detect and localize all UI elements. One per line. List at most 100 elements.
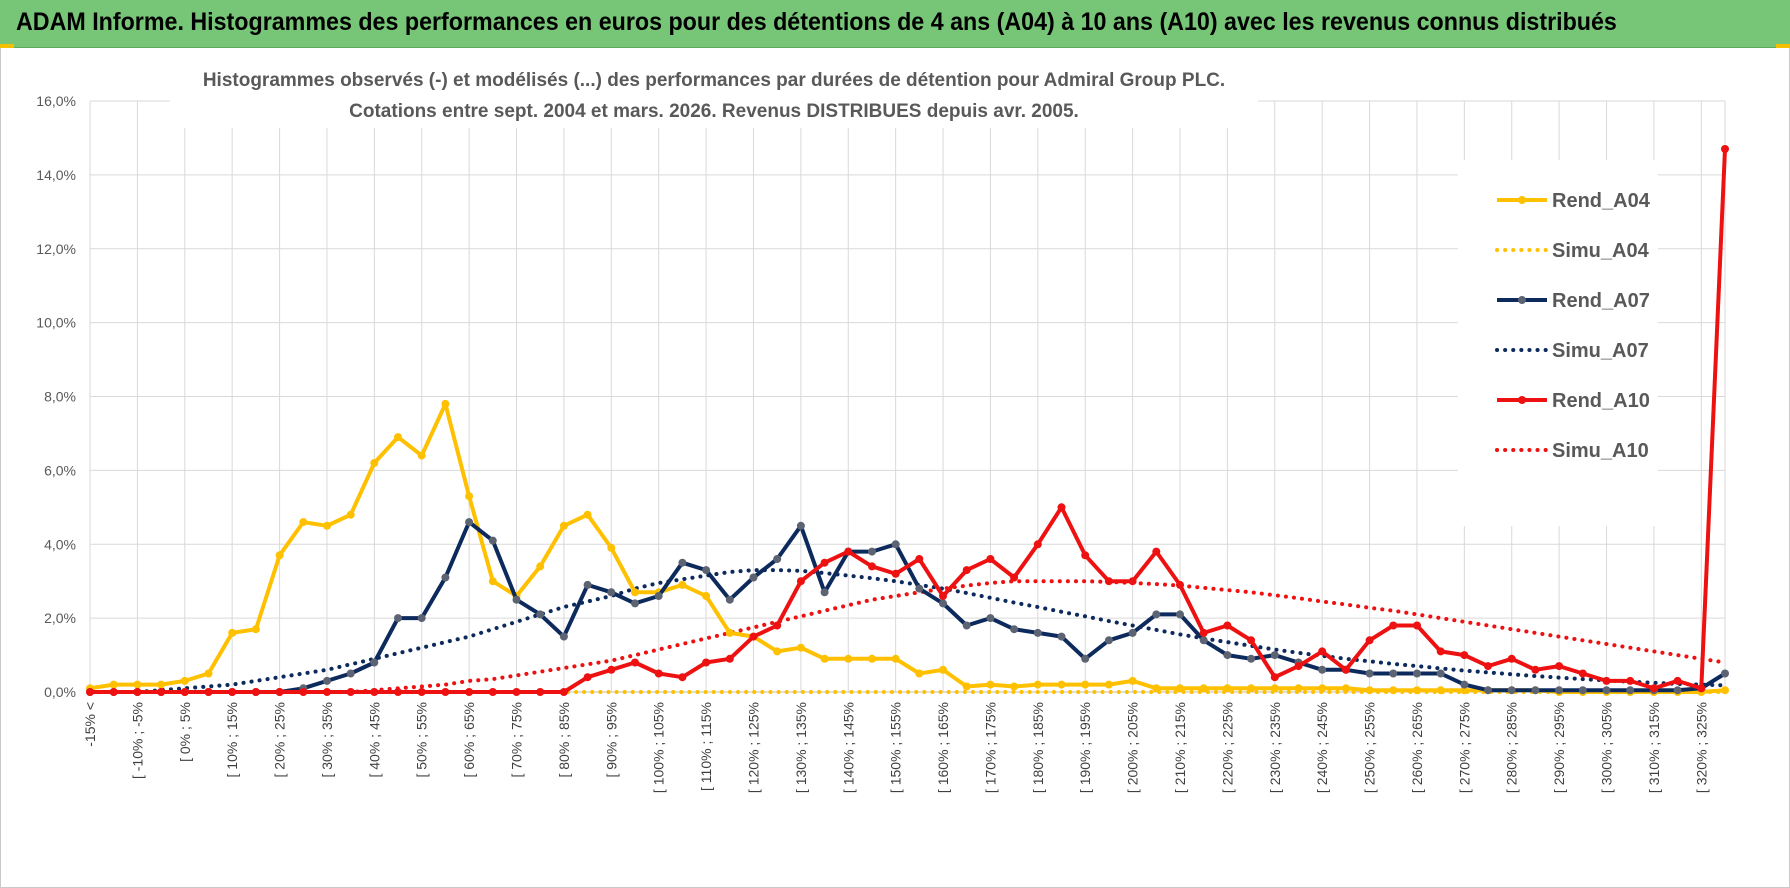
x-tick-label: [ 70% ; 75% [509, 702, 525, 778]
data-point [1626, 686, 1635, 695]
data-point [86, 688, 94, 696]
data-point [773, 555, 782, 563]
data-point [1484, 686, 1492, 695]
data-point [180, 688, 189, 696]
data-point [820, 558, 829, 567]
data-point [441, 688, 450, 696]
data-point [1104, 636, 1113, 645]
legend: Rend_A04 Simu_A04 Rend_A07 Simu_A07 Rend_A10… [1458, 160, 1658, 526]
data-point [986, 555, 995, 563]
series-rend-a10 [86, 145, 1729, 696]
data-point [607, 543, 616, 552]
data-point [417, 614, 426, 623]
legend-background [1458, 160, 1658, 526]
data-point [725, 654, 734, 663]
data-point [1152, 610, 1161, 619]
data-point [204, 669, 213, 678]
data-point [891, 540, 900, 549]
data-point [370, 459, 379, 467]
data-point [1389, 669, 1398, 678]
data-point [1673, 686, 1682, 695]
x-tick-label: -15% < [82, 702, 98, 747]
x-tick-label: [ -10% ; -5% [129, 702, 145, 779]
data-point [1010, 682, 1019, 691]
x-tick-label: [ 100% ; 105% [651, 702, 667, 793]
data-point [1318, 684, 1327, 693]
data-point [1199, 636, 1208, 645]
legend-item-rend-a07: Rend_A07 [1497, 290, 1650, 312]
data-point [323, 676, 331, 685]
data-point [1507, 654, 1516, 663]
data-point [1223, 684, 1232, 693]
data-point [251, 625, 260, 634]
data-point [654, 592, 663, 600]
legend-item-simu-a04: Simu_A04 [1495, 240, 1650, 262]
data-point [583, 510, 592, 519]
data-point [986, 614, 995, 623]
data-point [323, 521, 331, 530]
data-point [251, 688, 260, 696]
data-point [1270, 651, 1279, 660]
data-point [844, 654, 853, 663]
x-tick-label: [ 30% ; 35% [319, 702, 335, 778]
x-tick-label: [ 280% ; 285% [1504, 702, 1520, 793]
data-point [1128, 577, 1137, 586]
y-tick-label: 8,0% [44, 389, 76, 405]
grid [89, 100, 1726, 693]
data-point [868, 562, 876, 571]
data-point [607, 665, 616, 674]
x-tick-label: [ 240% ; 245% [1314, 702, 1330, 793]
data-point [844, 547, 853, 556]
data-point [465, 518, 474, 527]
x-tick-label: [ 130% ; 135% [793, 702, 809, 793]
x-tick-label: [ 110% ; 115% [698, 702, 714, 791]
data-point [512, 595, 521, 604]
data-point [1436, 669, 1445, 678]
legend-marker [1518, 196, 1526, 204]
data-point [323, 688, 331, 696]
data-point [1460, 651, 1469, 660]
data-point [631, 658, 639, 667]
data-point [204, 688, 213, 696]
x-tick-label: [ 90% ; 95% [603, 702, 619, 778]
x-tick-label: [ 80% ; 85% [556, 702, 572, 778]
data-point [488, 577, 497, 586]
data-point [1555, 686, 1564, 695]
data-point [749, 632, 758, 641]
data-point [725, 595, 734, 604]
y-tick-label: 4,0% [44, 536, 76, 552]
data-point [275, 551, 284, 560]
data-point [1436, 647, 1445, 656]
data-point [1602, 676, 1611, 685]
chart-title-box: Histogrammes observés (-) et modélisés (… [170, 60, 1258, 128]
data-point [1413, 686, 1421, 695]
data-point [180, 676, 189, 685]
series-line-simu-a10 [88, 579, 1727, 694]
data-point [1555, 662, 1564, 671]
data-point [488, 688, 497, 696]
data-point [915, 584, 924, 593]
data-point [1318, 665, 1327, 674]
data-point [1531, 665, 1540, 674]
data-point [1176, 580, 1184, 589]
data-point [133, 688, 142, 696]
data-point [868, 547, 876, 556]
data-point [702, 658, 711, 667]
data-point [607, 588, 616, 597]
data-point [228, 628, 237, 637]
data-point [346, 510, 355, 519]
data-point [1721, 669, 1729, 678]
data-point [1365, 669, 1374, 678]
x-tick-label: [ 200% ; 205% [1125, 702, 1141, 793]
chart-title-line1: Histogrammes observés (-) et modélisés (… [203, 70, 1225, 91]
data-point [299, 518, 308, 527]
data-point [512, 688, 521, 696]
data-point [133, 680, 142, 689]
data-point [820, 588, 829, 597]
data-point [1033, 628, 1042, 637]
x-tick-label: [ 160% ; 165% [935, 702, 951, 793]
data-point [488, 536, 497, 545]
x-tick-label: [ 50% ; 55% [414, 702, 430, 778]
data-point [1413, 669, 1421, 678]
data-point [417, 688, 426, 696]
